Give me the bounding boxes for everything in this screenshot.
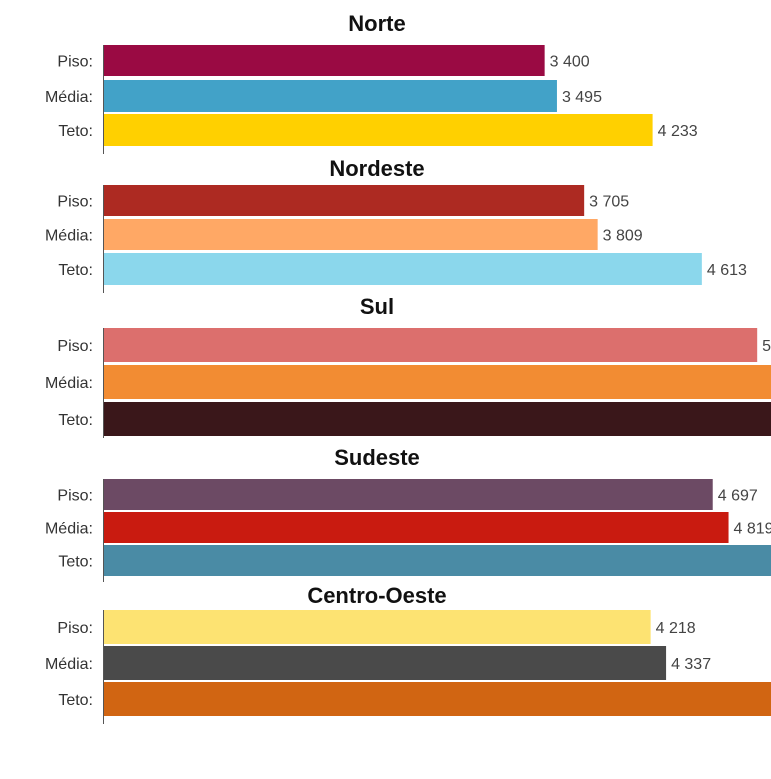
category-label: Piso:: [57, 194, 93, 211]
value-label: 3 495: [562, 89, 602, 106]
panel-title: Norte: [348, 11, 405, 36]
value-label: 5 040: [762, 338, 771, 355]
bar: [104, 646, 667, 680]
value-label: 4 697: [718, 488, 758, 505]
value-label: 3 400: [550, 54, 590, 71]
bar: [104, 185, 585, 216]
category-label: Média:: [45, 521, 93, 538]
category-label: Média:: [45, 89, 93, 106]
category-label: Média:: [45, 375, 93, 392]
bar: [104, 610, 651, 644]
bar: [104, 114, 653, 146]
bar: [104, 219, 598, 250]
panel-nordeste: Nordeste Piso: 3 705 Média: 3 809 Teto: 4 613: [45, 156, 747, 293]
panel-title: Nordeste: [329, 156, 424, 181]
category-label: Média:: [45, 656, 93, 673]
panel-title: Sudeste: [334, 445, 420, 470]
bar: [104, 682, 771, 716]
category-label: Média:: [45, 228, 93, 245]
category-label: Piso:: [57, 54, 93, 71]
category-label: Teto:: [58, 412, 93, 429]
panel-norte: Norte Piso: 3 400 Média: 3 495 Teto: 4 233: [45, 11, 698, 154]
value-label: 4 337: [671, 656, 711, 673]
bar: [104, 328, 758, 362]
bar: [104, 402, 771, 436]
category-label: Teto:: [58, 123, 93, 140]
panel-title: Sul: [360, 294, 394, 319]
bar: [104, 253, 702, 285]
bar: [104, 545, 771, 576]
value-label: 4 819: [734, 521, 771, 538]
category-label: Teto:: [58, 262, 93, 279]
bar: [104, 80, 557, 112]
value-label: 4 218: [656, 620, 696, 637]
category-label: Piso:: [57, 620, 93, 637]
category-label: Teto:: [58, 692, 93, 709]
bar: [104, 479, 713, 510]
value-label: 3 809: [603, 228, 643, 245]
category-label: Piso:: [57, 338, 93, 355]
bar: [104, 45, 545, 76]
category-label: Piso:: [57, 488, 93, 505]
value-label: 4 233: [658, 123, 698, 140]
category-label: Teto:: [58, 554, 93, 571]
value-label: 4 613: [707, 262, 747, 279]
value-label: 3 705: [589, 194, 629, 211]
panel-title: Centro-Oeste: [307, 583, 446, 608]
bar: [104, 365, 771, 399]
bar: [104, 512, 729, 543]
